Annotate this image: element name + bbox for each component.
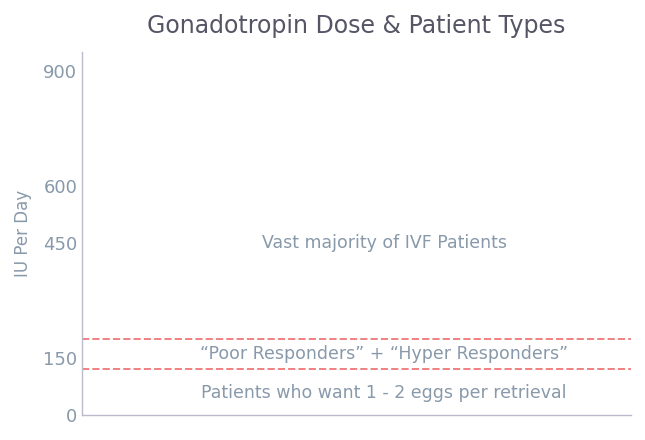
Text: Patients who want 1 - 2 eggs per retrieval: Patients who want 1 - 2 eggs per retriev…	[201, 384, 567, 402]
Text: Vast majority of IVF Patients: Vast majority of IVF Patients	[262, 234, 506, 252]
Title: Gonadotropin Dose & Patient Types: Gonadotropin Dose & Patient Types	[148, 14, 566, 38]
Y-axis label: IU Per Day: IU Per Day	[14, 190, 32, 277]
Text: “Poor Responders” + “Hyper Responders”: “Poor Responders” + “Hyper Responders”	[200, 345, 568, 363]
